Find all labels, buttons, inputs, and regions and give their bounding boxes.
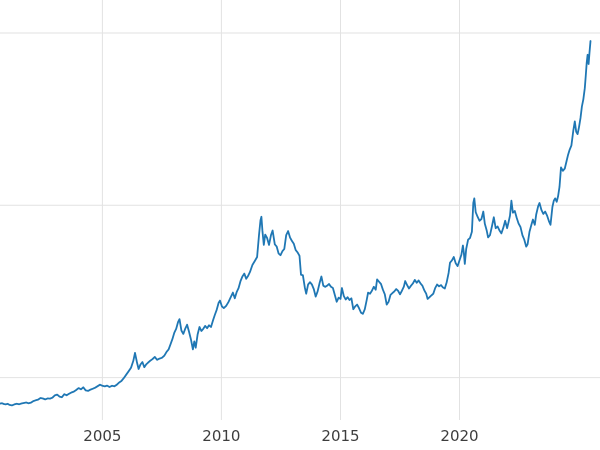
x-tick-label-2010: 2010	[202, 427, 240, 445]
x-axis-tick-labels: 2005 2010 2015 2020	[83, 427, 478, 445]
x-tick-label-2020: 2020	[440, 427, 478, 445]
price-series	[0, 40, 592, 407]
gridlines	[0, 0, 600, 420]
x-tick-label-2005: 2005	[83, 427, 121, 445]
x-tick-label-2015: 2015	[321, 427, 359, 445]
price-line-series	[0, 40, 592, 407]
